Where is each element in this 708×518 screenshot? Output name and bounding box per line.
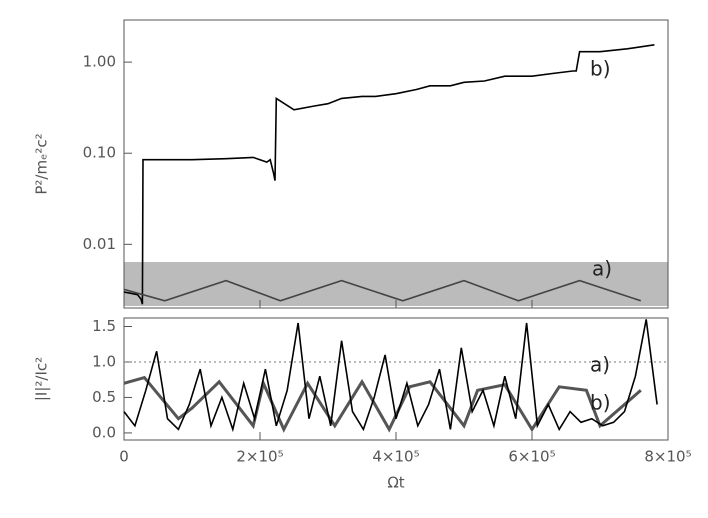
y-tick-label: 0.0 xyxy=(92,423,116,441)
series-label: a) xyxy=(592,257,612,281)
series-label: b) xyxy=(590,391,611,415)
series-line xyxy=(123,319,658,433)
plot-frame xyxy=(123,317,669,441)
x-axis-label: Ωt xyxy=(387,474,404,492)
y-tick-label: 1.00 xyxy=(83,53,116,71)
series-label: a) xyxy=(590,353,610,377)
series-line xyxy=(123,279,642,302)
y-tick-label: 1.5 xyxy=(92,317,116,335)
y-tick-label: 1.0 xyxy=(92,352,116,370)
series-label: b) xyxy=(590,57,611,81)
y-tick-label: 0.10 xyxy=(83,144,116,162)
y-tick-label: 0.5 xyxy=(92,388,116,406)
y-axis-label: P²/mₑ²c² xyxy=(33,133,51,194)
y-axis-label: |I|²/Ic² xyxy=(33,357,51,401)
noise-band xyxy=(124,262,668,306)
x-tick-label: 6×10⁵ xyxy=(508,448,555,466)
series-line xyxy=(123,44,655,305)
x-tick-label: 4×10⁵ xyxy=(372,448,419,466)
y-tick-label: 0.01 xyxy=(83,235,116,253)
x-tick-label: 2×10⁵ xyxy=(236,448,283,466)
x-tick-label: 8×10⁵ xyxy=(644,448,691,466)
x-tick-label: 0 xyxy=(119,448,129,466)
